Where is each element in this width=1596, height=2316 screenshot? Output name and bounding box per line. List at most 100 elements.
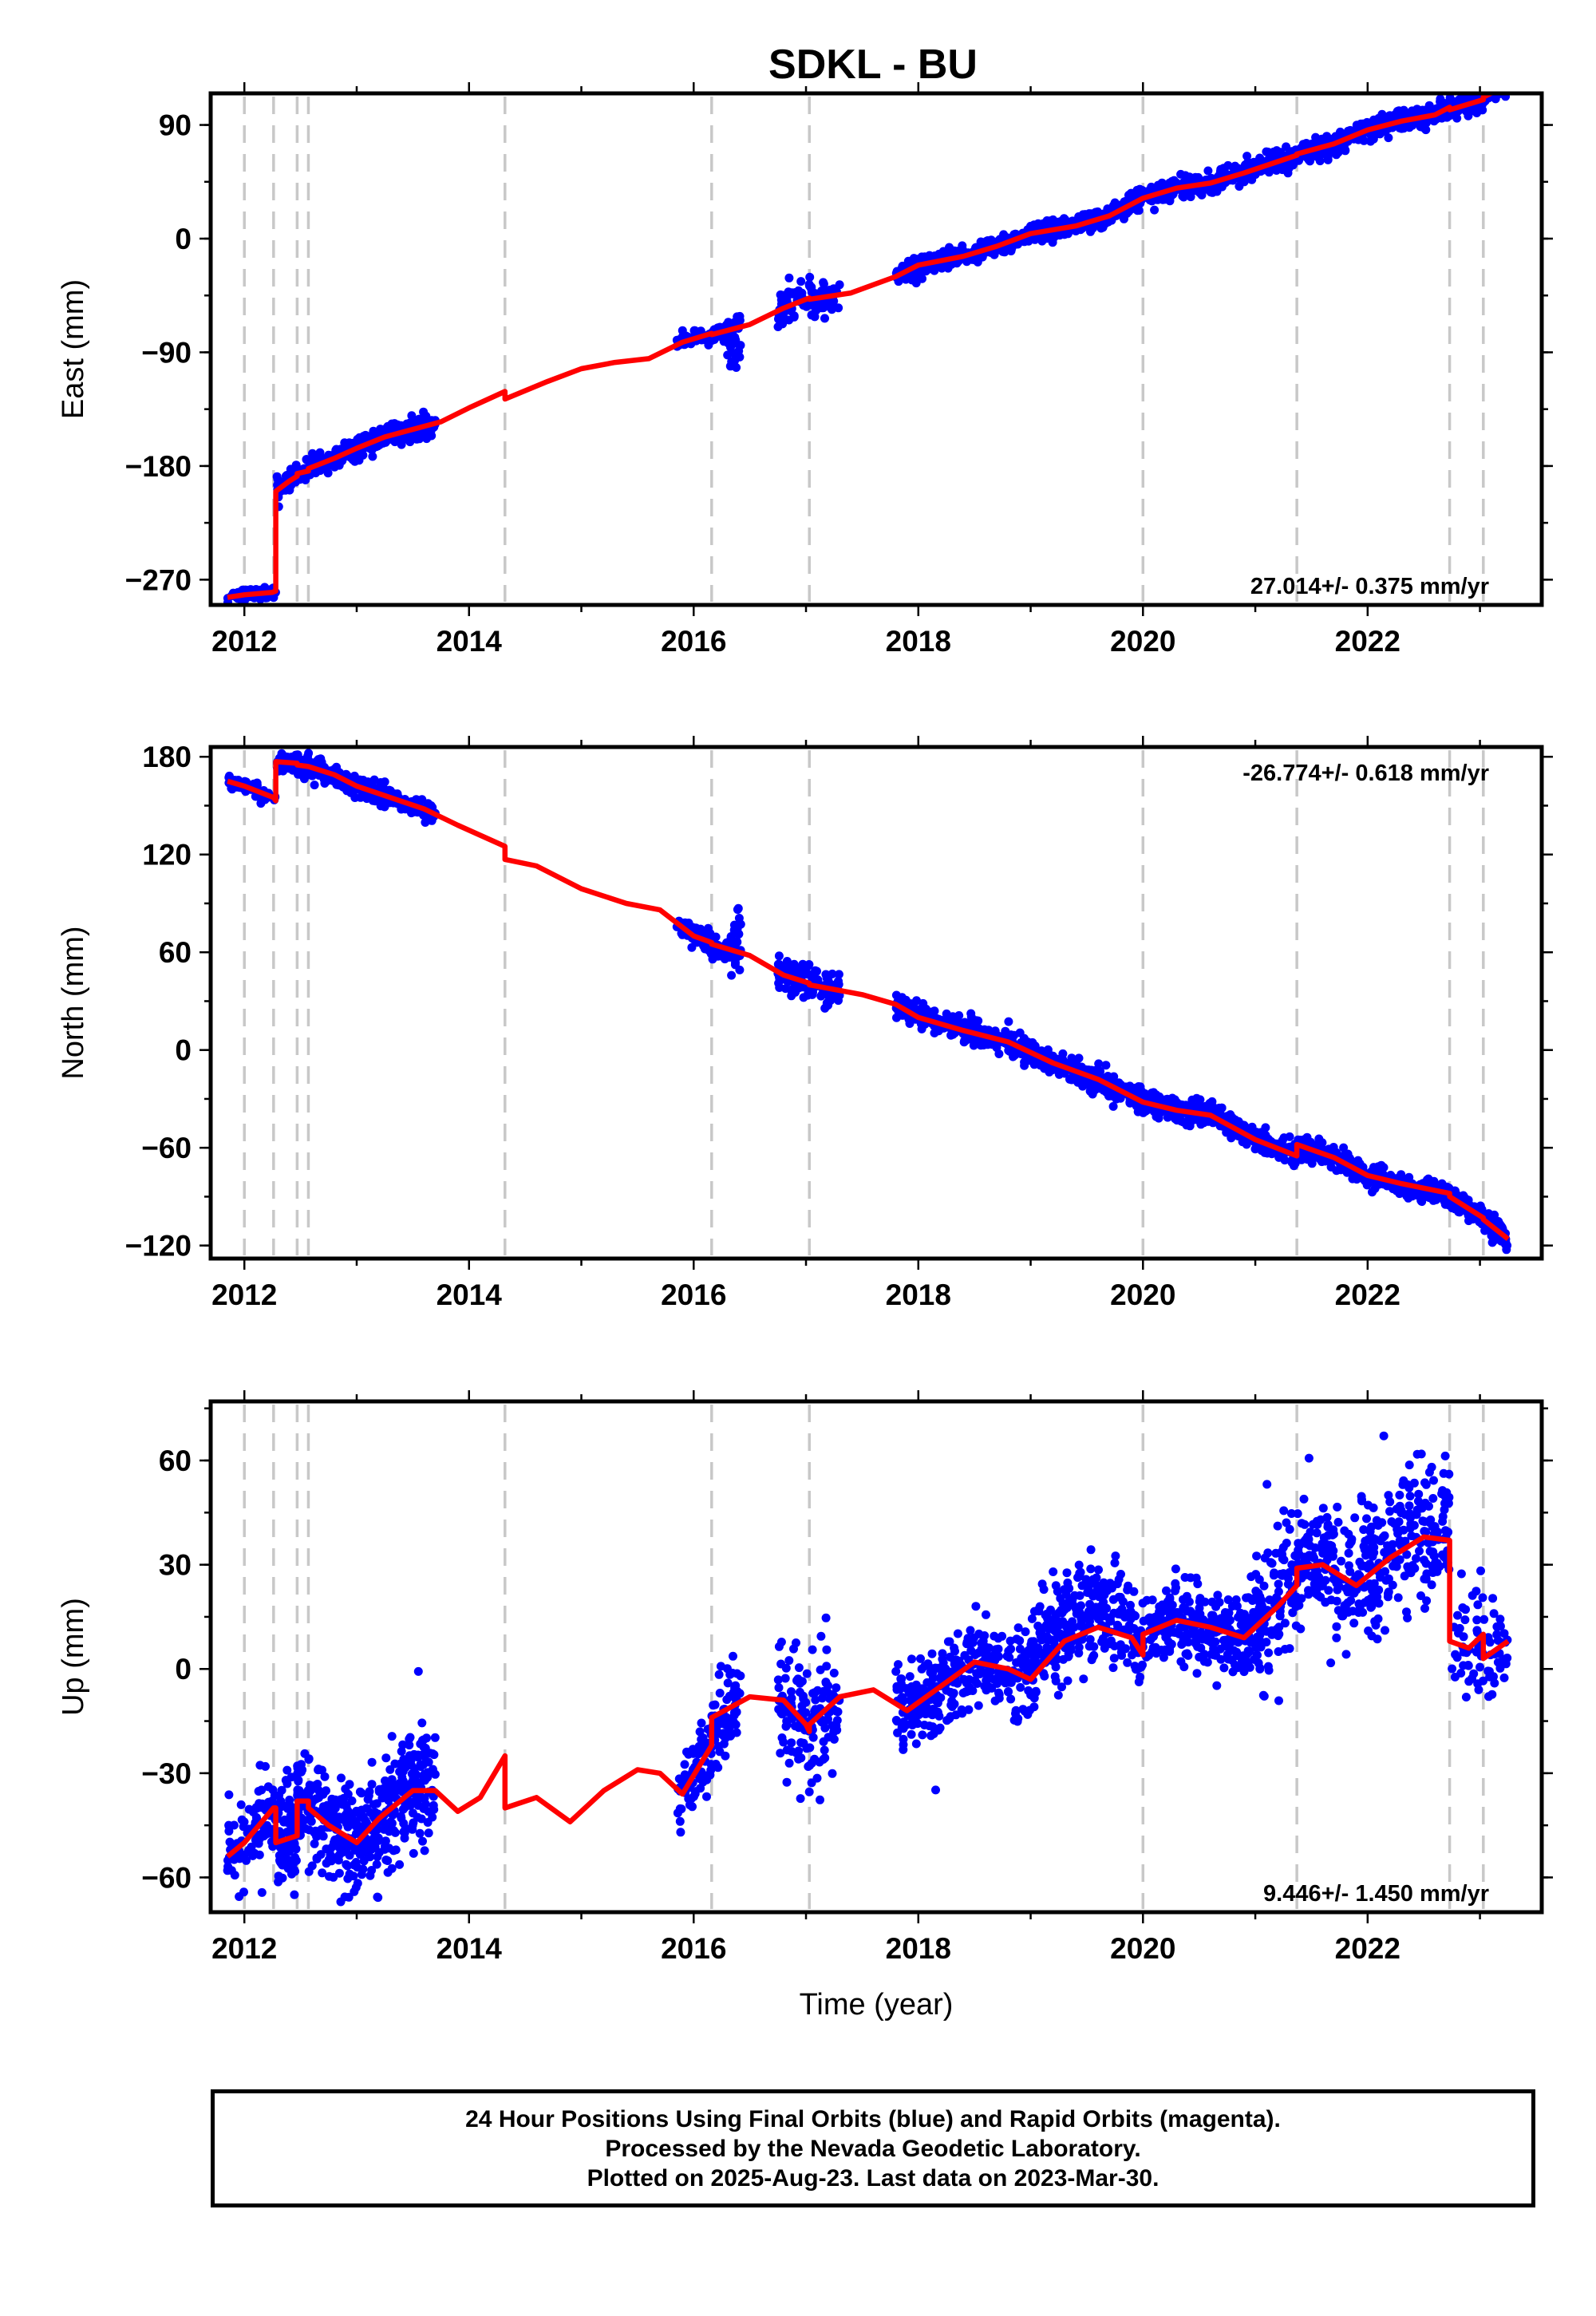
observation-point bbox=[1004, 1017, 1013, 1026]
observation-point bbox=[1417, 106, 1426, 116]
observation-point bbox=[239, 1887, 248, 1897]
observation-point bbox=[430, 1733, 440, 1742]
observation-point bbox=[834, 970, 843, 979]
observation-point bbox=[1499, 81, 1508, 89]
observation-point bbox=[373, 1852, 382, 1861]
y-tick-label: −120 bbox=[125, 1230, 192, 1263]
observation-point bbox=[1030, 1041, 1040, 1051]
observation-point bbox=[367, 1780, 377, 1789]
observation-point bbox=[294, 1777, 303, 1786]
figure-title: SDKL - BU bbox=[768, 41, 978, 88]
observation-point bbox=[236, 1800, 246, 1809]
x-tick-label: 2018 bbox=[886, 1279, 951, 1311]
x-tick-label: 2020 bbox=[1110, 625, 1175, 658]
observation-point bbox=[832, 993, 841, 1002]
observation-point bbox=[1088, 223, 1098, 233]
observation-point bbox=[1285, 1142, 1294, 1152]
observation-point bbox=[1276, 148, 1286, 157]
observation-point bbox=[1217, 1103, 1227, 1113]
observation-point bbox=[304, 1754, 314, 1764]
x-tick-label: 2014 bbox=[437, 1279, 503, 1311]
observation-point bbox=[381, 1836, 390, 1846]
x-tick-label: 2022 bbox=[1335, 625, 1400, 658]
observation-point bbox=[1487, 83, 1495, 92]
observation-point bbox=[1280, 160, 1290, 170]
observation-point bbox=[367, 1866, 377, 1875]
observation-point bbox=[417, 1718, 427, 1728]
observation-point bbox=[314, 755, 323, 765]
observation-point bbox=[1464, 1216, 1473, 1226]
observation-point bbox=[350, 773, 360, 782]
observation-point bbox=[912, 996, 921, 1006]
observation-point bbox=[306, 1784, 316, 1793]
observation-point bbox=[224, 1821, 234, 1831]
observation-point bbox=[724, 318, 733, 327]
observation-point bbox=[318, 1802, 328, 1812]
x-tick-label: 2014 bbox=[437, 625, 503, 658]
observation-point bbox=[242, 1856, 251, 1865]
observation-point bbox=[343, 1789, 353, 1799]
observation-point bbox=[727, 970, 737, 980]
observation-point bbox=[1020, 1057, 1029, 1067]
observation-point bbox=[835, 280, 844, 290]
observation-point bbox=[1243, 159, 1252, 168]
observation-point bbox=[395, 1778, 405, 1788]
observation-point bbox=[283, 1818, 292, 1828]
observation-point bbox=[381, 1856, 391, 1865]
observation-point bbox=[260, 583, 270, 592]
observation-point bbox=[375, 428, 385, 437]
observation-point bbox=[1377, 1160, 1386, 1170]
observation-point bbox=[1247, 175, 1257, 184]
observation-point bbox=[1250, 1144, 1260, 1154]
observation-point bbox=[1043, 1045, 1053, 1054]
observation-point bbox=[1000, 247, 1009, 257]
observation-point bbox=[1368, 1188, 1377, 1197]
observation-point bbox=[1205, 1099, 1215, 1108]
observation-point bbox=[359, 1856, 369, 1866]
observation-point bbox=[304, 749, 314, 758]
observation-point bbox=[917, 1024, 926, 1034]
observation-point bbox=[430, 1769, 440, 1779]
observation-point bbox=[1502, 1245, 1511, 1255]
observation-point bbox=[244, 1845, 254, 1855]
observation-point bbox=[1461, 94, 1470, 104]
observation-point bbox=[1498, 83, 1507, 92]
observation-point bbox=[257, 1887, 267, 1897]
observation-point bbox=[367, 1757, 377, 1767]
observation-point bbox=[314, 1793, 323, 1802]
observation-point bbox=[424, 1757, 433, 1767]
observation-point bbox=[276, 1802, 286, 1812]
x-tick-label: 2018 bbox=[886, 625, 951, 658]
observation-point bbox=[254, 1787, 263, 1796]
observation-point bbox=[791, 987, 800, 997]
plot-frame bbox=[208, 91, 1544, 607]
observation-point bbox=[390, 437, 400, 446]
observation-point bbox=[384, 1786, 393, 1796]
observation-point bbox=[1500, 82, 1509, 91]
observation-point bbox=[325, 1871, 334, 1881]
observation-point bbox=[409, 1797, 418, 1807]
observation-point bbox=[340, 1892, 350, 1902]
observation-point bbox=[422, 434, 432, 444]
observation-point bbox=[990, 1027, 1000, 1037]
velocity-rate-label: 27.014+/- 0.375 mm/yr bbox=[1250, 574, 1489, 599]
observation-point bbox=[252, 781, 262, 790]
observation-point bbox=[255, 1832, 264, 1841]
observation-point bbox=[1169, 176, 1179, 185]
observation-point bbox=[398, 1740, 408, 1749]
observation-point bbox=[306, 1816, 316, 1826]
observation-point bbox=[305, 757, 314, 766]
observation-point bbox=[805, 272, 815, 282]
observation-point bbox=[350, 1860, 359, 1870]
observation-point bbox=[728, 348, 737, 358]
observation-point bbox=[342, 1860, 351, 1869]
observation-point bbox=[1423, 1175, 1432, 1184]
observation-point bbox=[301, 1824, 310, 1833]
observation-point bbox=[1203, 166, 1213, 176]
observation-point bbox=[1058, 1049, 1068, 1058]
observation-point bbox=[1339, 1143, 1349, 1152]
observation-point bbox=[1157, 178, 1167, 188]
plot-frame bbox=[208, 745, 1544, 1261]
observation-point bbox=[357, 1870, 366, 1879]
observation-point bbox=[1492, 80, 1501, 89]
